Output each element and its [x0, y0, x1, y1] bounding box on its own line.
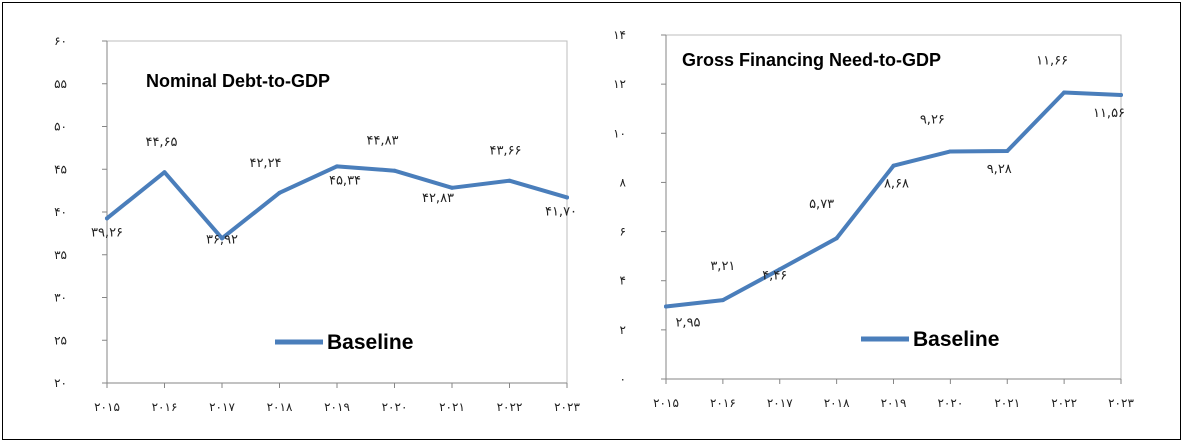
- y-tick-label: ۱۰: [613, 126, 626, 140]
- data-label: ۴۳,۶۶: [489, 144, 521, 159]
- data-point: [664, 304, 668, 309]
- data-label: ۳,۲۱: [710, 259, 735, 274]
- y-tick-label: ۱۴: [613, 28, 626, 42]
- data-point: [277, 190, 282, 195]
- legend-label: Baseline: [913, 328, 999, 351]
- y-tick-label: ۸: [620, 175, 627, 189]
- data-label: ۱۱,۶۶: [1036, 53, 1068, 68]
- x-tick-label: ۲۰۱۵: [94, 400, 120, 414]
- y-tick-label: ۰: [620, 372, 626, 386]
- x-tick-label: ۲۰۲۱: [439, 400, 465, 414]
- data-label: ۸,۶۸: [884, 177, 909, 192]
- x-tick-label: ۲۰۲۱: [994, 396, 1020, 410]
- x-tick-label: ۲۰۱۶: [152, 400, 178, 414]
- y-tick-label: ۱۲: [613, 77, 626, 91]
- data-point: [834, 236, 839, 241]
- data-point: [507, 178, 512, 183]
- data-point: [948, 149, 953, 154]
- x-tick-label: ۲۰۱۸: [267, 400, 293, 414]
- y-tick-label: ۶۰: [54, 34, 67, 48]
- data-label: ۲,۹۵: [675, 316, 700, 331]
- data-label: ۴۱,۷۰: [545, 204, 577, 219]
- x-tick-label: ۲۰۲۳: [1108, 396, 1134, 410]
- y-tick-label: ۵۵: [54, 77, 67, 91]
- y-tick-label: ۲۰: [54, 376, 67, 390]
- plot-area-border: [665, 34, 1122, 380]
- data-label: ۹,۲۸: [987, 162, 1012, 177]
- x-tick-label: ۲۰۱۷: [767, 396, 793, 410]
- data-label: ۴۵,۳۴: [329, 173, 361, 188]
- data-point: [720, 298, 725, 303]
- y-tick-label: ۳۰: [54, 291, 67, 305]
- x-tick-label: ۲۰۱۷: [209, 400, 235, 414]
- series-line-baseline: [664, 90, 1123, 309]
- charts-canvas: Nominal Debt-to-GDP Baseline ۲۰۲۵۳۰۳۵۴۰۴…: [54, 28, 1134, 414]
- chart-title: Gross Financing Need-to-GDP: [682, 50, 941, 70]
- y-tick-label: ۲۵: [54, 333, 67, 347]
- data-point: [891, 163, 896, 168]
- data-point: [450, 185, 454, 190]
- data-point: [392, 168, 397, 173]
- data-label: ۳۶,۹۲: [206, 232, 238, 247]
- x-tick-label: ۲۰۱۶: [710, 396, 736, 410]
- x-tick-label: ۲۰۲۳: [554, 400, 580, 414]
- data-point: [335, 164, 339, 169]
- y-tick-label: ۵۰: [54, 120, 67, 134]
- y-tick-label: ۲: [620, 323, 626, 337]
- y-tick-label: ۴: [620, 274, 626, 288]
- x-tick-label: ۲۰۱۹: [324, 400, 350, 414]
- x-tick-label: ۲۰۱۸: [824, 396, 850, 410]
- data-point: [1005, 148, 1010, 153]
- data-label: ۴,۴۶: [762, 268, 787, 283]
- data-label: ۳۹,۲۶: [91, 225, 123, 240]
- data-point: [220, 236, 224, 241]
- x-tick-label: ۲۰۲۰: [937, 396, 963, 410]
- y-tick-label: ۴۵: [54, 162, 67, 176]
- legend-label: Baseline: [327, 331, 413, 354]
- y-tick-label: ۶: [620, 225, 626, 239]
- chart-gross-financing: Gross Financing Need-to-GDP Baseline ۰ ۲ ۴…: [613, 28, 1134, 410]
- data-point: [105, 216, 109, 221]
- chart-title: Nominal Debt-to-GDP: [146, 71, 330, 91]
- y-tick-label: ۳۵: [54, 248, 67, 262]
- chart-marks: ۰ ۲ ۴ ۶ ۸ ۱۰ ۱۲ ۱۴ ۲۰۱۵ ۲۰۱۶ ۲۰۱۷ ۲۰۱۸ ۲۰۱۹ ۲۰۲۰ ۲۰۲۱ ۲…: [613, 28, 1134, 410]
- data-label: ۴۴,۸۳: [366, 134, 398, 149]
- x-tick-label: ۲۰۲۰: [382, 400, 408, 414]
- data-point: [162, 170, 167, 175]
- x-tick-label: ۲۰۱۹: [881, 396, 907, 410]
- data-label: ۹,۲۶: [920, 112, 945, 127]
- chart-debt-to-gdp: Nominal Debt-to-GDP Baseline ۲۰ ۲۵ ۳۰ ۳۵ ۴۰ ۴…: [54, 34, 580, 414]
- x-tick-label: ۲۰۲۲: [497, 400, 523, 414]
- data-label: ۴۴,۶۵: [145, 135, 177, 150]
- data-label: ۴۲,۲۴: [249, 156, 281, 171]
- data-point: [1119, 92, 1123, 97]
- x-tick-label: ۲۰۲۲: [1051, 396, 1077, 410]
- data-point: [1062, 90, 1067, 95]
- data-label: ۱۱,۵۶: [1093, 106, 1125, 121]
- chart-marks: ۲۰ ۲۵ ۳۰ ۳۵ ۴۰ ۴۵ ۵۰ ۵۵ ۶۰ ۲۰۱۵ ۲۰۱۶ ۲۰۱۷ ۲۰۱۸ ۲۰۱۹ ۲۰…: [54, 34, 580, 414]
- y-tick-label: ۴۰: [54, 205, 67, 219]
- x-tick-label: ۲۰۱۵: [653, 396, 679, 410]
- data-label: ۴۲,۸۳: [422, 191, 454, 206]
- data-point: [777, 267, 782, 272]
- data-point: [565, 195, 569, 200]
- data-label: ۵,۷۳: [809, 197, 834, 212]
